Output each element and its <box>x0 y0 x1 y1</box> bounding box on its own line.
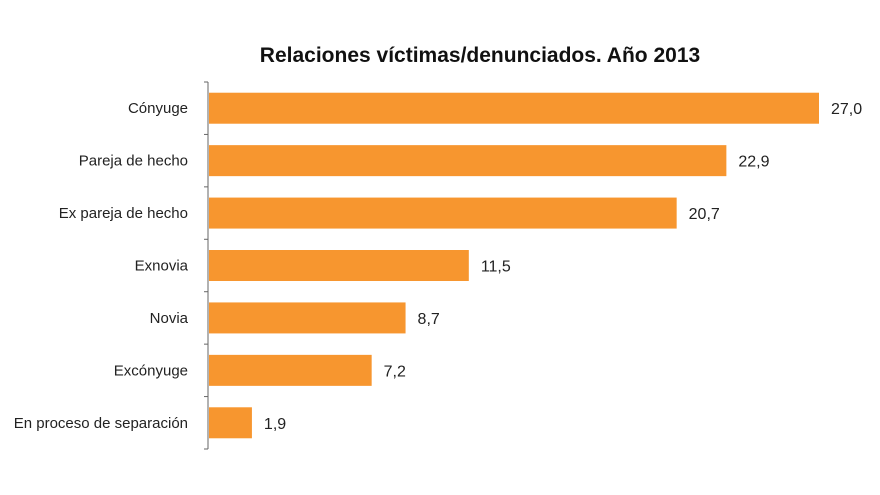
category-label: Novia <box>150 310 189 327</box>
value-label: 22,9 <box>738 154 769 171</box>
category-label: Ex pareja de hecho <box>59 205 188 222</box>
value-label: 11,5 <box>481 259 511 276</box>
bar <box>209 407 252 439</box>
value-label: 27,0 <box>831 101 862 118</box>
category-label: Exnovia <box>135 258 189 275</box>
bar <box>209 302 406 334</box>
bar <box>209 92 819 124</box>
category-label: En proceso de separación <box>14 415 188 432</box>
value-label: 7,2 <box>384 363 406 380</box>
value-label: 8,7 <box>418 311 440 328</box>
category-label: Excónyuge <box>114 362 188 379</box>
value-label: 20,7 <box>689 206 720 223</box>
category-label: Cónyuge <box>128 100 188 117</box>
category-label: Pareja de hecho <box>79 153 188 170</box>
bar <box>209 197 677 229</box>
bar <box>209 354 372 386</box>
bar <box>209 145 727 177</box>
bar <box>209 250 469 281</box>
chart-title: Relaciones víctimas/denunciados. Año 201… <box>259 44 701 67</box>
value-label: 1,9 <box>264 416 286 433</box>
